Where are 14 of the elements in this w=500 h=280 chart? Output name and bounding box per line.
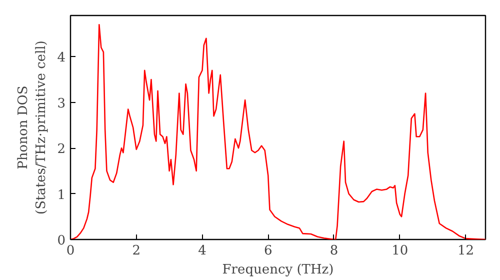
y-tick-label: 4 — [57, 50, 66, 66]
y-tick-label: 2 — [57, 142, 66, 158]
x-tick-label: 4 — [198, 244, 206, 258]
x-tick-label: 10 — [392, 244, 408, 258]
x-tick-label: 8 — [330, 244, 338, 258]
x-axis-title: Frequency (THz) — [222, 262, 334, 278]
line-series — [70, 24, 486, 240]
y-tick-label: 0 — [57, 234, 66, 248]
y-axis-title: Phonon DOS (States/THz·primitive cell) — [16, 40, 50, 214]
x-tick-label: 6 — [264, 244, 272, 258]
x-tick-label: 2 — [132, 244, 141, 258]
y-tick-label: 1 — [57, 188, 66, 203]
x-tick-label: 12 — [457, 244, 474, 258]
y-tick-label: 3 — [57, 96, 66, 112]
